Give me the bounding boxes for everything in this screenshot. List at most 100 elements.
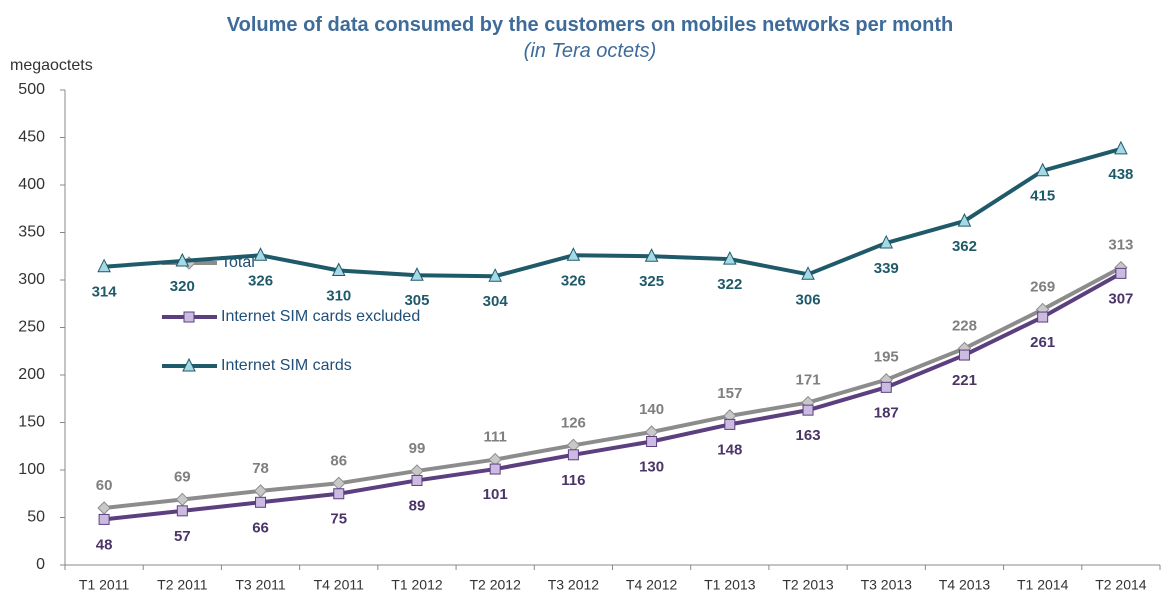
marker bbox=[182, 357, 196, 372]
x-tick-label: T1 2013 bbox=[704, 577, 756, 593]
marker bbox=[183, 311, 195, 323]
x-tick-label: T2 2011 bbox=[157, 577, 208, 593]
x-tick-label: T3 2013 bbox=[861, 577, 913, 593]
marker bbox=[255, 496, 267, 508]
data-label: 304 bbox=[483, 293, 509, 310]
series-line bbox=[103, 271, 1122, 522]
data-label: 221 bbox=[952, 372, 977, 389]
marker bbox=[566, 247, 581, 261]
marker bbox=[723, 250, 737, 265]
y-axis-label: megaoctets bbox=[10, 57, 93, 74]
data-label: 148 bbox=[717, 441, 742, 458]
x-tick-label: T1 2012 bbox=[391, 577, 443, 593]
data-label: 306 bbox=[796, 291, 821, 308]
marker bbox=[1037, 311, 1049, 323]
y-tick-label: 400 bbox=[18, 176, 45, 193]
marker bbox=[489, 463, 501, 475]
data-label: 86 bbox=[330, 452, 347, 469]
data-label: 89 bbox=[409, 497, 426, 514]
y-tick-label: 250 bbox=[18, 319, 45, 336]
data-label: 187 bbox=[874, 404, 899, 421]
data-label: 66 bbox=[252, 519, 269, 536]
subtitle: (in Tera octets) bbox=[523, 40, 657, 62]
marker bbox=[1035, 162, 1050, 177]
data-label: 339 bbox=[874, 260, 899, 277]
data-label: 322 bbox=[717, 276, 742, 293]
y-tick-label: 0 bbox=[36, 556, 45, 573]
marker bbox=[331, 262, 346, 276]
x-tick-label: T1 2011 bbox=[79, 577, 130, 593]
data-label: 310 bbox=[326, 287, 351, 304]
marker bbox=[567, 449, 579, 461]
data-label: 326 bbox=[561, 272, 586, 289]
title-text: Volume of data consumed by the customers… bbox=[226, 14, 954, 36]
y-tick-label: 350 bbox=[18, 224, 45, 241]
y-tick-label: 300 bbox=[18, 271, 45, 288]
x-tick-label: T1 2014 bbox=[1017, 577, 1069, 593]
marker bbox=[879, 234, 894, 249]
data-label: 111 bbox=[483, 429, 506, 446]
data-label: 48 bbox=[96, 536, 113, 553]
data-label: 157 bbox=[717, 385, 742, 402]
legend-label: Internet SIM cards bbox=[221, 357, 352, 374]
marker bbox=[253, 247, 268, 261]
data-label: 320 bbox=[170, 278, 195, 295]
y-tick-label: 150 bbox=[18, 414, 45, 431]
data-label: 99 bbox=[409, 440, 426, 457]
marker bbox=[175, 252, 190, 267]
marker bbox=[1114, 140, 1128, 155]
data-label: 362 bbox=[952, 238, 977, 255]
x-tick-label: T3 2011 bbox=[235, 577, 286, 593]
data-label: 307 bbox=[1108, 290, 1133, 307]
data-label: 163 bbox=[796, 427, 821, 444]
data-label: 415 bbox=[1030, 188, 1055, 205]
data-label: 171 bbox=[796, 372, 821, 389]
x-tick-label: T2 2013 bbox=[782, 577, 834, 593]
marker bbox=[411, 474, 423, 486]
data-label: 116 bbox=[561, 472, 585, 489]
y-tick-label: 50 bbox=[27, 509, 45, 526]
marker bbox=[644, 248, 659, 262]
marker bbox=[175, 492, 190, 507]
data-label: 126 bbox=[561, 414, 586, 431]
marker bbox=[1115, 267, 1127, 279]
data-label: 325 bbox=[639, 273, 664, 290]
x-tick-label: T4 2011 bbox=[314, 577, 365, 593]
x-tick-label: T4 2012 bbox=[626, 577, 678, 593]
data-label: 313 bbox=[1108, 237, 1133, 254]
marker bbox=[97, 258, 111, 273]
data-label: 228 bbox=[952, 317, 977, 334]
series-line bbox=[103, 265, 1122, 510]
data-label: 78 bbox=[252, 460, 269, 477]
marker bbox=[957, 212, 972, 227]
marker bbox=[410, 267, 424, 281]
data-label: 438 bbox=[1108, 166, 1133, 183]
y-tick-label: 450 bbox=[18, 129, 45, 146]
series-line bbox=[103, 146, 1122, 279]
marker bbox=[176, 505, 188, 517]
y-tick-label: 500 bbox=[18, 81, 45, 98]
marker bbox=[253, 484, 268, 498]
data-label: 60 bbox=[96, 477, 113, 494]
marker bbox=[958, 349, 970, 361]
x-tick-label: T2 2012 bbox=[469, 577, 521, 593]
marker bbox=[724, 418, 736, 430]
x-tick-label: T4 2013 bbox=[939, 577, 991, 593]
y-tick-label: 100 bbox=[18, 461, 45, 478]
y-tick-label: 200 bbox=[18, 366, 45, 383]
data-label: 261 bbox=[1030, 334, 1055, 351]
data-label: 269 bbox=[1030, 278, 1055, 295]
data-label: 195 bbox=[874, 349, 899, 366]
x-tick-label: T2 2014 bbox=[1095, 577, 1147, 593]
data-label: 314 bbox=[92, 284, 118, 301]
marker bbox=[646, 436, 658, 447]
marker bbox=[802, 404, 814, 416]
legend-label: Internet SIM cards excluded bbox=[221, 308, 420, 325]
marker bbox=[880, 381, 892, 393]
data-label: 305 bbox=[404, 292, 429, 309]
marker bbox=[97, 501, 111, 515]
data-label: 75 bbox=[330, 511, 347, 528]
data-label: 69 bbox=[174, 468, 191, 485]
